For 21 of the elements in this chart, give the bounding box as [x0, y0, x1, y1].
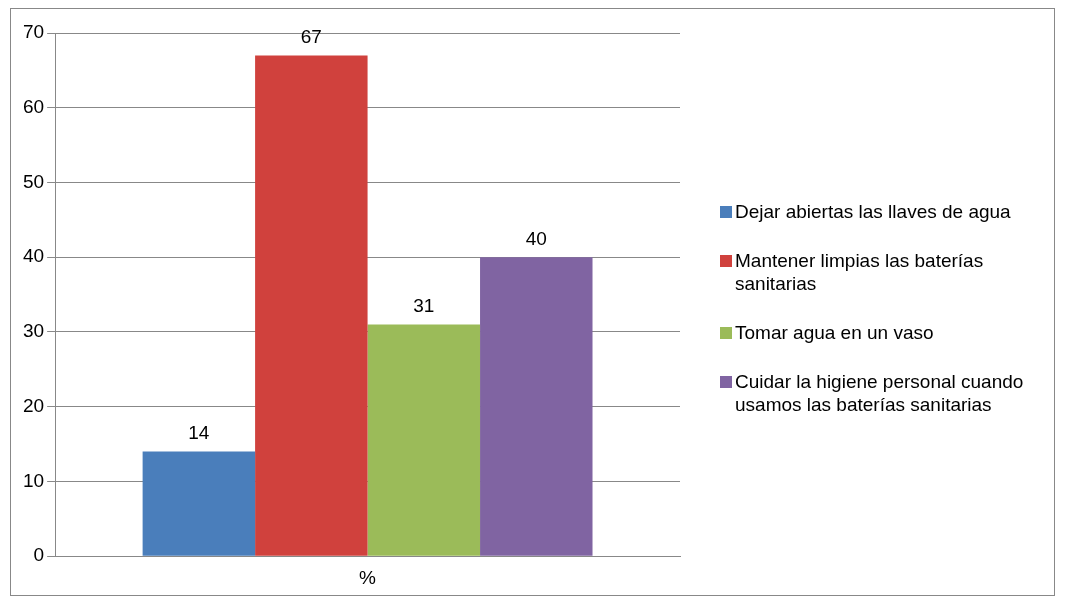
data-label: 67: [300, 26, 322, 48]
bar: [255, 55, 368, 556]
y-tick-label: 40: [22, 245, 45, 267]
y-tick-label: 70: [22, 21, 45, 43]
legend-label: Dejar abiertas las llaves de agua: [735, 200, 1011, 223]
y-tick-label: 10: [22, 469, 45, 491]
y-tick-label: 50: [22, 170, 45, 192]
y-tick-label: 0: [33, 544, 45, 566]
legend-label: Cuidar la higiene personal cuando usamos las baterías sanitarias: [735, 370, 1025, 416]
y-tick-label: 20: [22, 394, 45, 416]
data-label: 40: [525, 227, 547, 249]
bar: [480, 257, 593, 556]
data-label: 14: [188, 422, 210, 444]
y-tick-label: 60: [22, 95, 45, 117]
legend-label: Tomar agua en un vaso: [735, 321, 934, 344]
data-label: 31: [413, 295, 435, 317]
bar: [142, 451, 256, 556]
y-tick-label: 30: [22, 320, 45, 342]
x-tick-label: %: [359, 566, 377, 588]
legend-label: Mantener limpias las baterías sanitarias: [735, 249, 985, 295]
bar: [367, 324, 481, 556]
